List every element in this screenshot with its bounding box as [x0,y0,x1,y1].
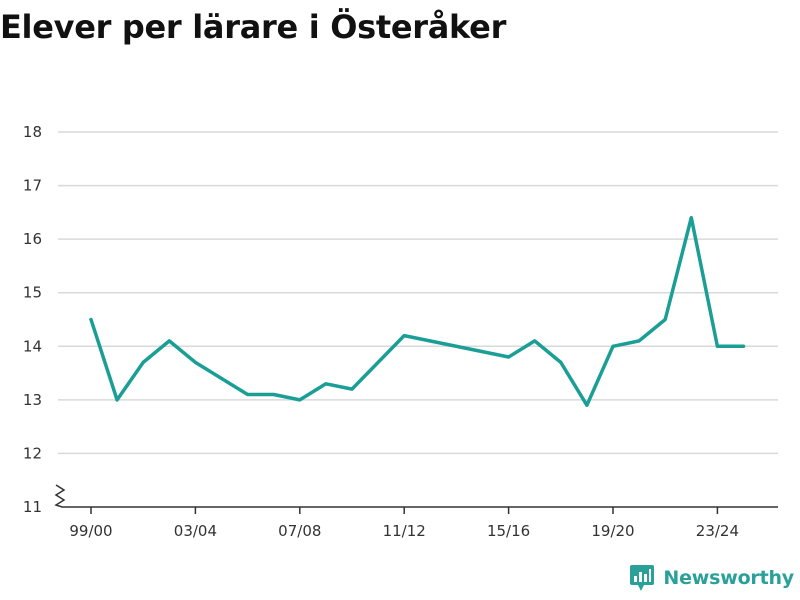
y-tick-label-18: 18 [23,123,42,141]
y-tick-label-17: 17 [23,177,42,195]
y-tick-label-11: 11 [23,498,42,516]
x-tick-label-4: 15/16 [487,522,530,540]
data-point-23/24 [715,344,719,348]
brand-name: Newsworthy [663,567,794,589]
y-tick-label-13: 13 [23,391,42,409]
y-tick-label-15: 15 [23,284,42,302]
data-point-06/07 [272,393,276,397]
data-point-17/18 [559,360,563,364]
data-point-24/25 [742,344,746,348]
data-point-19/20 [611,344,615,348]
series-line [89,215,746,407]
data-point-20/21 [637,339,641,343]
x-tick-label-0: 99/00 [69,522,112,540]
data-point-08/09 [324,382,328,386]
x-axis [54,484,778,508]
newsworthy-brand: Newsworthy [629,564,794,592]
x-tick-label-5: 19/20 [591,522,634,540]
data-point-02/03 [167,339,171,343]
data-point-09/10 [350,387,354,391]
x-tick-label-3: 11/12 [383,522,426,540]
data-point-16/17 [533,339,537,343]
y-tick-label-12: 12 [23,444,42,462]
y-tick-label-16: 16 [23,230,42,248]
data-point-03/04 [193,360,197,364]
data-point-07/08 [298,398,302,402]
axis-break-icon [54,484,68,508]
data-point-01/02 [141,360,145,364]
data-point-05/06 [246,393,250,397]
data-point-22/23 [689,216,693,220]
x-tick-label-6: 23/24 [696,522,739,540]
chart-title: Elever per lärare i Österåker [0,8,507,46]
series-line-path [89,215,746,407]
gridlines [58,131,778,455]
data-point-15/16 [507,355,511,359]
data-point-99/00 [89,318,93,322]
x-tick-label-1: 03/04 [174,522,217,540]
data-point-11/12 [402,334,406,338]
y-axis-tick-labels: 11 12 13 14 15 16 17 18 [23,123,42,516]
data-point-18/19 [585,403,589,407]
x-axis-tick-labels: 99/00 03/04 07/08 11/12 15/16 19/20 23/24 [69,507,739,540]
y-tick-label-14: 14 [23,337,42,355]
x-tick-label-2: 07/08 [278,522,321,540]
data-point-21/22 [663,318,667,322]
newsworthy-logo-icon [630,565,655,591]
data-point-00/01 [115,398,119,402]
